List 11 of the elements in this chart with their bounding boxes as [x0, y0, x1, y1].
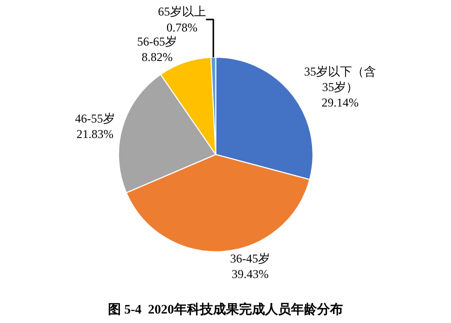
text: 图 5-4 2020年科技成果完成人员年龄分布	[108, 301, 344, 316]
data-label: 29.14%	[322, 95, 359, 110]
slice-label: 65岁以上	[158, 4, 206, 19]
data-label: 8.82%	[142, 50, 173, 64]
data-label: 21.83%	[76, 127, 114, 142]
data-label: 0.78%	[166, 20, 198, 34]
data-label: 39.43%	[232, 266, 269, 281]
slice-label: 35岁以下（含35岁）	[304, 64, 376, 94]
slice-label: 36-45岁	[230, 251, 270, 266]
slice-label: 46-55岁	[74, 112, 115, 126]
slice-label: 56-65岁	[137, 34, 178, 48]
